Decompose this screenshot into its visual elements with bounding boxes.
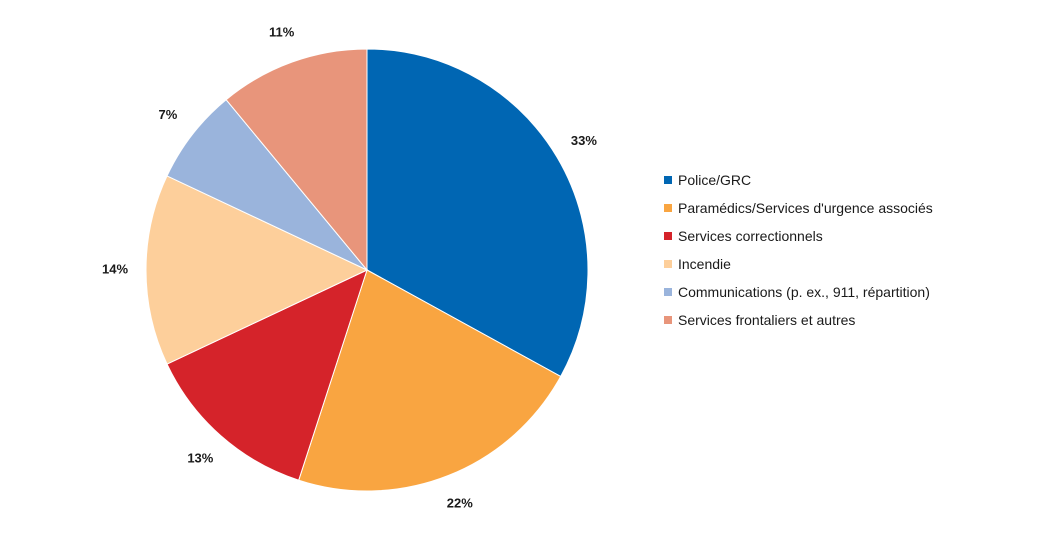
legend-label: Incendie [678, 256, 731, 272]
chart-legend: Police/GRC Paramédics/Services d'urgence … [664, 166, 933, 334]
legend-swatch [664, 232, 672, 240]
pie-slice-police-grc [366, 48, 589, 378]
pie-slices [145, 48, 589, 492]
pie-slice-paramedics-services-d-urgence-associes [298, 269, 562, 492]
legend-label: Services correctionnels [678, 228, 823, 244]
legend-item-incendie: Incendie [664, 250, 933, 278]
legend-item-services-frontaliers-et-autres: Services frontaliers et autres [664, 306, 933, 334]
legend-item-services-correctionnels: Services correctionnels [664, 222, 933, 250]
legend-label: Communications (p. ex., 911, répartition… [678, 284, 930, 300]
legend-swatch [664, 176, 672, 184]
pie-slice-services-frontaliers-et-autres [225, 48, 368, 272]
pie-slice-services-correctionnels [166, 269, 368, 481]
legend-label: Police/GRC [678, 172, 752, 188]
data-label-communications-p-ex-911-repartition: 7% [158, 107, 177, 122]
legend-swatch [664, 260, 672, 268]
pie-slice-incendie [145, 175, 369, 365]
data-label-services-correctionnels: 13% [187, 450, 213, 465]
legend-swatch [664, 204, 672, 212]
legend-item-police-grc: Police/GRC [664, 166, 933, 194]
legend-label: Services frontaliers et autres [678, 312, 856, 328]
legend-swatch [664, 288, 672, 296]
data-label-paramedics-services-d-urgence-associes: 22% [447, 496, 473, 511]
legend-label: Paramédics/Services d'urgence associés [678, 200, 933, 216]
data-label-incendie: 14% [102, 261, 128, 276]
legend-swatch [664, 316, 672, 324]
data-label-police-grc: 33% [571, 133, 597, 148]
data-label-services-frontaliers-et-autres: 11% [269, 24, 295, 39]
legend-item-communications-p-ex-911-repartition: Communications (p. ex., 911, répartition… [664, 278, 933, 306]
pie-data-labels: 33% 22% 13% 14% 7% 11% [102, 24, 597, 510]
legend-item-paramedics-services-d-urgence-associes: Paramédics/Services d'urgence associés [664, 194, 933, 222]
